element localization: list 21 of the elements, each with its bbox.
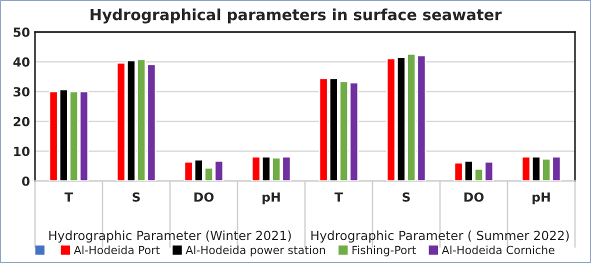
chart-title: Hydrographical parameters in surface seawater [90,8,502,24]
x-tick-label: S [132,192,140,202]
x-tick-label: DO [194,192,214,202]
x-tick-label: DO [464,192,484,202]
y-tick-label: 10 [14,146,30,156]
y-tick-label: 50 [14,27,30,37]
x-tick-label: T [334,192,343,202]
y-tick-label: 40 [13,57,30,67]
legend-label: Al-Hodeida Port [74,246,160,254]
y-tick-label: 0 [22,176,30,186]
legend-label: Al-Hodeida Corniche [442,246,554,254]
x-tick-label: pH [262,192,280,204]
y-tick-label: 20 [14,116,30,126]
x-tick-label: S [402,192,410,202]
x-tick-label: pH [532,192,550,204]
legend-label: Al-Hodeida power station [186,246,325,256]
text: Hydrographic Parameter (Winter 2021) [49,230,291,243]
legend-label: Fishing-Port [352,246,416,256]
x-tick-label: T [64,192,73,202]
text: Hydrographic Parameter ( Summer 2022) [311,230,569,243]
y-tick-label: 30 [14,87,30,97]
